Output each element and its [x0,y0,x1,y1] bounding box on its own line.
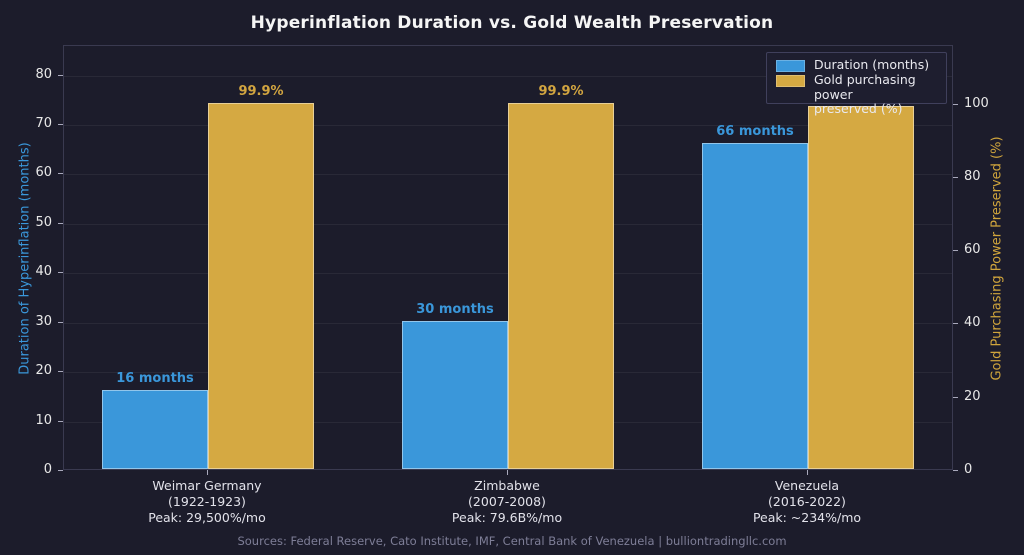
category-years: (1922-1923) [168,494,246,509]
gold-bar [508,103,614,469]
category-label: Venezuela (2016-2022) Peak: ~234%/mo [687,478,927,526]
right-tick-label: 100 [964,95,989,111]
duration-value-label: 66 months [716,123,794,139]
x-tick-mark [207,470,208,475]
left-tick-label: 50 [35,214,52,230]
x-tick-mark [507,470,508,475]
plot-area: 16 months 99.9% 30 months 99.9% 66 months [63,45,953,470]
duration-value-label: 16 months [116,370,194,386]
duration-value-label: 30 months [416,301,494,317]
left-tick-label: 70 [35,116,52,132]
right-tick-mark [953,470,958,471]
category-peak: Peak: 79.6B%/mo [451,510,563,525]
duration-swatch-icon [776,60,805,72]
right-tick-label: 20 [964,388,981,404]
left-tick-mark [58,272,63,274]
legend-item-gold: Gold purchasing power preserved (%) [776,71,938,117]
left-tick-mark [58,321,63,323]
duration-bar [402,320,508,469]
right-axis: 0 20 40 60 80 100 [953,45,1024,477]
right-tick-mark [953,250,958,252]
right-tick-label: 80 [964,168,981,184]
duration-bar [702,142,808,469]
category-label: Zimbabwe (2007-2008) Peak: 79.6B%/mo [387,478,627,526]
x-tick-mark [807,470,808,475]
legend-item-duration: Duration (months) [776,57,938,73]
chart-title: Hyperinflation Duration vs. Gold Wealth … [250,13,774,33]
left-tick-mark [58,124,63,126]
left-tick-label: 60 [35,165,52,181]
right-tick-mark [953,103,958,105]
category-peak: Peak: 29,500%/mo [148,510,266,525]
gridline [64,75,952,77]
category-peak: Peak: ~234%/mo [752,510,862,525]
right-tick-label: 40 [964,315,981,331]
legend-label-gold: Gold purchasing power preserved (%) [814,71,916,117]
left-tick-label: 30 [35,313,52,329]
left-tick-label: 40 [35,264,52,280]
left-tick-label: 10 [35,412,52,428]
category-name: Zimbabwe [474,478,540,493]
gold-value-label: 99.9% [238,84,284,99]
right-tick-mark [953,323,958,325]
right-tick-mark [953,176,958,178]
left-tick-mark [58,173,63,175]
category-name: Venezuela [774,478,840,493]
category-label: Weimar Germany (1922-1923) Peak: 29,500%/m… [87,478,327,526]
right-tick-label: 0 [964,462,973,477]
left-tick-mark [58,222,63,224]
category-years: (2016-2022) [768,494,846,509]
left-tick-mark [58,371,63,373]
left-tick-label: 20 [35,363,52,379]
right-tick-mark [953,396,958,398]
category-years: (2007-2008) [468,494,546,509]
legend-label-duration: Duration (months) [814,57,930,72]
gold-value-label: 99.9% [538,84,584,99]
gold-bar [208,103,314,469]
category-name: Weimar Germany [152,478,262,493]
legend: Duration (months) Gold purchasing power … [766,52,947,116]
left-tick-mark [58,420,63,422]
right-axis-title: Gold Purchasing Power Preserved (%) [989,136,1005,381]
right-tick-label: 60 [964,242,981,258]
sources-footer: Sources: Federal Reserve, Cato Institute… [237,534,787,548]
x-axis: Weimar Germany (1922-1923) Peak: 29,500%/m… [63,470,953,550]
left-tick-label: 80 [35,66,52,82]
duration-bar [102,389,208,469]
gold-swatch-icon [776,74,805,87]
left-tick-mark [58,74,63,76]
left-axis-title: Duration of Hyperinflation (months) [17,142,33,375]
left-tick-mark [58,470,63,471]
left-tick-label: 0 [43,462,52,477]
gold-bar [808,105,914,469]
left-axis: 0 10 20 30 40 50 60 70 80 [0,45,63,477]
